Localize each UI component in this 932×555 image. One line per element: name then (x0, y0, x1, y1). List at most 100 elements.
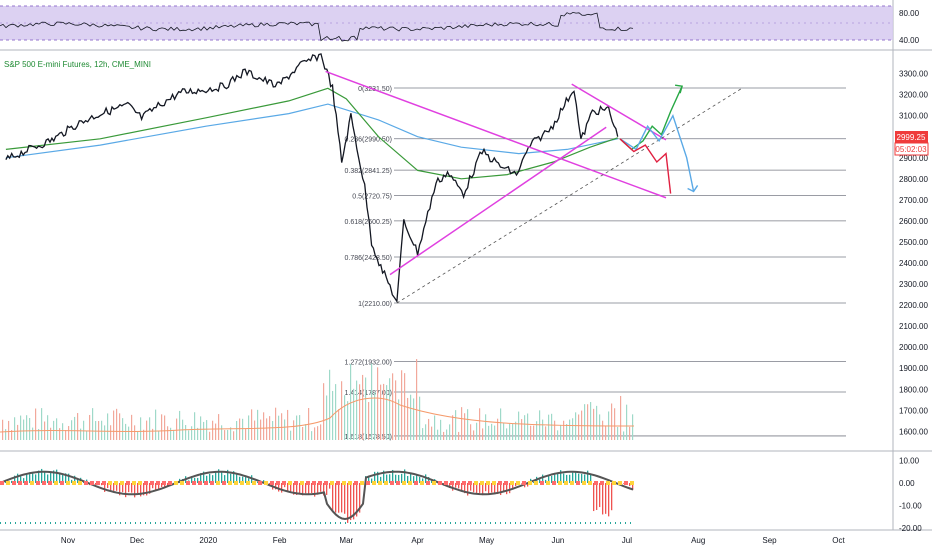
macd-zero-dot (582, 481, 586, 485)
volume-bar (530, 426, 531, 440)
macd-bottom-dot (170, 522, 171, 524)
macd-bottom-dot (520, 522, 521, 524)
macd-zero-dot (300, 481, 304, 485)
macd-bottom-dot (535, 522, 536, 524)
macd-bottom-dot (160, 522, 161, 524)
macd-bottom-dot (75, 522, 76, 524)
macd-zero-dot (96, 481, 100, 485)
macd-bottom-dot (330, 522, 331, 524)
volume-bar (422, 428, 423, 440)
fib-level-label: 0.618(2600.25) (345, 219, 392, 226)
macd-zero-dot (168, 481, 172, 485)
macd-bottom-dot (250, 522, 251, 524)
macd-histogram-bar (350, 483, 351, 520)
volume-bar (62, 423, 63, 440)
macd-bottom-dot (175, 522, 176, 524)
macd-zero-dot (204, 481, 208, 485)
macd-bottom-dot (65, 522, 66, 524)
volume-bar (368, 402, 369, 440)
macd-bottom-dot (385, 522, 386, 524)
macd-zero-dot (282, 481, 286, 485)
volume-bar (65, 430, 66, 440)
volume-bar (509, 424, 510, 440)
volume-bar (122, 418, 123, 440)
y-tick-label: 1600.00 (899, 427, 928, 436)
macd-bottom-dot (370, 522, 371, 524)
green-arrow-head (675, 85, 682, 93)
macd-signal-line[interactable] (0, 472, 633, 519)
volume-bar (68, 426, 69, 440)
macd-histogram-bar (341, 483, 342, 512)
projection-red-path[interactable] (620, 139, 671, 194)
volume-bar (170, 428, 171, 440)
ma-line-green[interactable] (6, 88, 618, 179)
macd-zero-dot (138, 481, 142, 485)
macd-zero-dot (252, 481, 256, 485)
macd-zero-dot (372, 481, 376, 485)
volume-bar (359, 384, 360, 440)
macd-bottom-dot (70, 522, 71, 524)
macd-bottom-dot (50, 522, 51, 524)
macd-bottom-dot (80, 522, 81, 524)
volume-bar (560, 425, 561, 440)
volume-bar (137, 432, 138, 440)
macd-zero-dot (216, 481, 220, 485)
macd-bottom-dot (335, 522, 336, 524)
volume-bar (116, 409, 117, 440)
volume-bar (626, 405, 627, 440)
macd-bottom-dot (255, 522, 256, 524)
macd-bottom-dot (630, 522, 631, 524)
trendline-lower-channel[interactable] (390, 127, 606, 274)
y-tick-label: 2600.00 (899, 217, 928, 226)
macd-bottom-dot (315, 522, 316, 524)
volume-bar (251, 409, 252, 440)
price-series-line[interactable] (6, 54, 618, 301)
projection-blue-path[interactable] (620, 116, 694, 192)
macd-bottom-dot (280, 522, 281, 524)
macd-zero-dot (258, 481, 262, 485)
macd-zero-dot (276, 481, 280, 485)
macd-bottom-dot (270, 522, 271, 524)
volume-bar (185, 425, 186, 440)
macd-zero-dot (474, 481, 478, 485)
macd-zero-dot (558, 481, 562, 485)
volume-bar (128, 427, 129, 440)
macd-bottom-dot (20, 522, 21, 524)
macd-bottom-dot (480, 522, 481, 524)
macd-zero-dot (78, 481, 82, 485)
volume-bar (2, 420, 3, 440)
macd-histogram-bar (608, 483, 609, 516)
y-tick-label: 1900.00 (899, 364, 928, 373)
macd-zero-dot (18, 481, 22, 485)
macd-histogram-bar (56, 470, 57, 483)
macd-zero-dot (84, 481, 88, 485)
macd-bottom-dot (550, 522, 551, 524)
volume-bar (92, 408, 93, 440)
ma-line-blue[interactable] (6, 104, 618, 158)
volume-bar (56, 418, 57, 440)
macd-bottom-dot (165, 522, 166, 524)
x-tick-label: Jun (551, 536, 564, 545)
volume-bar (524, 415, 525, 440)
volume-bar (311, 431, 312, 440)
volume-bar (41, 408, 42, 440)
volume-bar (164, 415, 165, 440)
volume-bar (233, 431, 234, 440)
macd-bottom-dot (620, 522, 621, 524)
volume-bar (593, 409, 594, 440)
macd-bottom-dot (95, 522, 96, 524)
macd-tick-label: -10.00 (899, 502, 922, 511)
macd-zero-dot (186, 481, 190, 485)
volume-bar (71, 420, 72, 440)
volume-bar (632, 414, 633, 440)
macd-zero-dot (330, 481, 334, 485)
macd-histogram-bar (599, 483, 600, 507)
volume-bar (272, 421, 273, 440)
volume-bar (407, 398, 408, 440)
volume-bar (419, 397, 420, 440)
volume-bar (629, 427, 630, 440)
macd-bottom-dot (125, 522, 126, 524)
macd-bottom-dot (530, 522, 531, 524)
macd-bottom-dot (455, 522, 456, 524)
